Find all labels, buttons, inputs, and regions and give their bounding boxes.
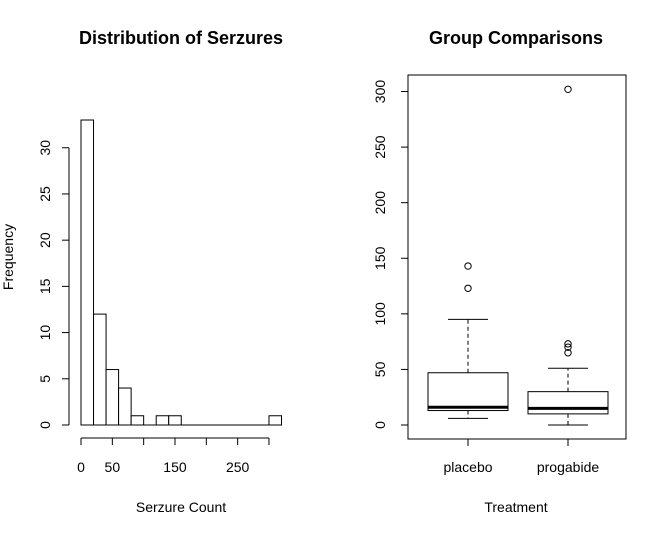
boxplot-y-tick-label: 50 xyxy=(372,361,388,377)
histogram-x-tick-label: 0 xyxy=(77,459,85,475)
boxplot-outlier xyxy=(564,85,572,93)
histogram-bar xyxy=(168,415,182,426)
histogram-y-axis: 0 5 10 15 20 25 30 xyxy=(37,140,70,429)
histogram-x-axis-label: Serzure Count xyxy=(136,499,226,515)
histogram-y-tick-label: 30 xyxy=(37,140,53,156)
histogram-bar xyxy=(268,415,283,426)
histogram-bar xyxy=(118,387,132,426)
boxplot-outlier xyxy=(564,340,572,348)
histogram-bar xyxy=(105,369,120,426)
histogram-y-tick-label: 10 xyxy=(37,325,53,341)
boxplot-group xyxy=(527,85,609,426)
histogram-bar xyxy=(130,415,145,426)
boxplot-group xyxy=(427,262,509,419)
boxplot-box xyxy=(527,391,609,415)
histogram-bar xyxy=(93,313,107,426)
histogram-y-tick-label: 5 xyxy=(37,375,53,383)
histogram-y-tick-label: 0 xyxy=(37,421,53,429)
histogram-y-axis-label: Frequency xyxy=(0,224,16,290)
boxplot-y-tick-label: 0 xyxy=(372,421,388,429)
boxplot-outlier xyxy=(564,343,572,351)
boxplot-boxes xyxy=(427,85,609,426)
boxplot-box xyxy=(427,372,509,412)
boxplot-x-axis-label: Treatment xyxy=(484,499,547,515)
boxplot-x-tick-label: progabide xyxy=(537,459,599,475)
boxplot-y-tick-label: 100 xyxy=(372,302,388,326)
boxplot-y-tick-label: 250 xyxy=(372,135,388,159)
histogram-title: Distribution of Serzures xyxy=(79,28,283,48)
boxplot-outlier xyxy=(464,262,472,270)
boxplot-frame xyxy=(407,74,627,440)
histogram-bar xyxy=(80,119,95,426)
boxplot-title: Group Comparisons xyxy=(429,28,603,48)
boxplot-outlier xyxy=(464,284,472,292)
boxplot-y-tick-label: 200 xyxy=(372,191,388,215)
histogram-x-tick-label: 50 xyxy=(105,459,121,475)
histogram-x-tick-label: 250 xyxy=(226,459,250,475)
histogram-y-tick-label: 25 xyxy=(37,186,53,202)
histogram-bar xyxy=(155,415,170,426)
boxplot-y-tick-label: 300 xyxy=(372,80,388,104)
boxplot-outlier xyxy=(564,349,572,357)
histogram-x-axis: 0 50 150 250 xyxy=(77,437,270,475)
histogram-y-tick-label: 15 xyxy=(37,278,53,294)
histogram-x-tick-label: 150 xyxy=(163,459,187,475)
boxplot-x-axis: placebo progabide xyxy=(443,439,599,475)
histogram-bars xyxy=(80,119,283,426)
histogram-y-tick-label: 20 xyxy=(37,232,53,248)
boxplot-y-axis: 0 50 100 150 200 250 300 xyxy=(372,80,408,429)
boxplot-x-tick-label: placebo xyxy=(443,459,492,475)
boxplot-y-tick-label: 150 xyxy=(372,246,388,270)
